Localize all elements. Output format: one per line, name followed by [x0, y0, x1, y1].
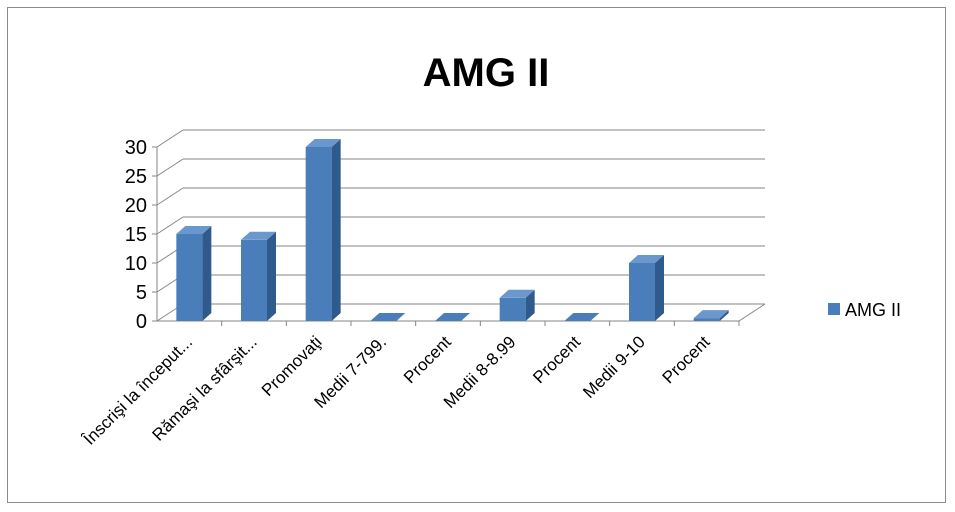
bar-front [176, 234, 203, 321]
chart-title: AMG II [423, 51, 550, 95]
x-category-label: Înscrişi la început... [79, 332, 196, 449]
y-axis: 0 5 10 15 20 25 30 [125, 137, 158, 333]
bar [499, 289, 535, 321]
bar-front [241, 239, 267, 321]
x-category-label: Procent [659, 332, 714, 387]
grid-depth-line [156, 216, 184, 235]
y-tick-label: 15 [125, 224, 147, 246]
y-tick-label: 20 [125, 195, 147, 217]
bar-top [693, 310, 729, 319]
bar-side [267, 231, 276, 321]
y-tick-label: 30 [125, 137, 147, 159]
bar-top [499, 289, 535, 298]
bar-top [435, 313, 470, 321]
bar-front [629, 263, 655, 321]
bars [176, 139, 729, 321]
bar-top [176, 226, 212, 234]
y-tick-label: 10 [125, 253, 147, 275]
x-category-label: Procent [529, 332, 584, 387]
bar-front [499, 297, 526, 321]
bar [435, 313, 470, 321]
bar-front [693, 318, 720, 321]
bar-side [331, 139, 341, 321]
y-tick-label: 25 [125, 166, 147, 188]
x-category-label: Medii 9-10 [579, 332, 649, 402]
grid-depth-line [156, 129, 184, 148]
grid-depth-line [156, 187, 184, 206]
chart-frame [7, 7, 946, 503]
legend-swatch [828, 303, 840, 315]
bar [305, 139, 341, 321]
bar [693, 310, 729, 321]
bar-top [629, 255, 664, 263]
bar-top [241, 231, 276, 240]
floor-right-edge [738, 303, 766, 322]
bar [176, 226, 212, 321]
legend-label: AMG II [845, 300, 901, 320]
legend: AMG II [828, 300, 901, 320]
y-tick-label: 5 [136, 282, 147, 304]
x-category-label: Promovaţi [258, 332, 326, 400]
bar-side [202, 226, 212, 321]
grid-depth-line [156, 158, 184, 177]
bar [629, 255, 664, 321]
x-axis-labels: Înscrişi la început...Rămaşi la sfârşit.… [79, 321, 740, 449]
y-tick-label: 0 [136, 311, 147, 333]
bar-side [525, 289, 535, 321]
bar-top [564, 313, 600, 321]
x-category-label: Procent [400, 332, 455, 387]
bar-top [370, 313, 406, 321]
bar-front [305, 147, 332, 321]
bar-top [305, 139, 341, 147]
bar [370, 313, 406, 321]
bar-side [719, 310, 729, 321]
bar [241, 231, 276, 321]
bar [564, 313, 600, 321]
bar-side [655, 255, 664, 321]
